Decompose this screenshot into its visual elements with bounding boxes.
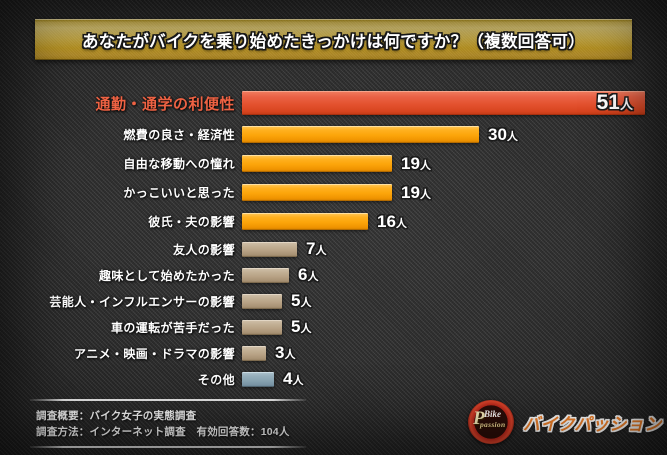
bar-category-label: 通勤・通学の利便性 (95, 95, 235, 113)
bar-value-label: 5人 (291, 291, 312, 310)
bar: 19人 (242, 183, 431, 202)
bar-track: 7人 (242, 239, 667, 258)
bar-category-label: 芸能人・インフルエンサーの影響 (49, 294, 235, 309)
chart-row: その他 4人 (0, 366, 667, 392)
bar-value-label: 4人 (283, 369, 304, 388)
bar-track: 3人 (242, 343, 667, 362)
bar-category-label: 車の運転が苦手だった (110, 320, 235, 335)
bar-category-label: 趣味として始めたかった (98, 268, 235, 283)
survey-bar-chart: 通勤・通学の利便性 51人 燃費の良さ・経済性 30人 自由な移動への憧れ 19人 かっこい… (0, 86, 667, 392)
chart-row: 通勤・通学の利便性 51人 (0, 86, 667, 120)
bar-category-label: 彼氏・夫の影響 (148, 215, 235, 229)
chart-row: 趣味として始めたかった 6人 (0, 262, 667, 288)
bar: 51人 (242, 91, 645, 115)
footer-notes: 調査概要：バイク女子の実態調査 調査方法：インターネット調査 有効回答数：104… (30, 399, 306, 448)
footer-divider-top (30, 399, 306, 401)
bar: 6人 (242, 265, 318, 284)
bike-passion-badge-icon: P Bike passion (468, 400, 514, 444)
bar: 3人 (242, 343, 295, 362)
bar-value-label: 30人 (488, 124, 518, 144)
chart-row: かっこいいと思った 19人 (0, 178, 667, 207)
bar: 7人 (242, 239, 326, 258)
bar-value-label: 6人 (298, 265, 319, 284)
bar-category-label: 燃費の良さ・経済性 (123, 128, 235, 142)
bar-track: 4人 (242, 369, 667, 388)
badge-text-bike: Bike (484, 409, 501, 419)
bar-track: 19人 (242, 183, 667, 202)
chart-row: アニメ・映画・ドラマの影響 3人 (0, 340, 667, 366)
bar-value-label: 5人 (291, 317, 312, 336)
bar-track: 30人 (242, 125, 667, 144)
bar-value-label: 3人 (275, 343, 296, 362)
chart-row: 彼氏・夫の影響 16人 (0, 207, 667, 236)
bar-track: 51人 (242, 91, 667, 115)
bar: 4人 (242, 369, 303, 388)
brand-logo[interactable]: P Bike passion バイクパッション (468, 400, 662, 444)
bar-category-label: アニメ・映画・ドラマの影響 (74, 346, 235, 361)
bar-track: 16人 (242, 212, 667, 231)
chart-row: 自由な移動への憧れ 19人 (0, 149, 667, 178)
chart-row: 燃費の良さ・経済性 30人 (0, 120, 667, 149)
brand-name-label: バイクパッション (523, 414, 662, 434)
bar-track: 5人 (242, 291, 667, 310)
bar-value-label: 19人 (401, 153, 431, 173)
bar-track: 5人 (242, 317, 667, 336)
survey-overview-line: 調査概要：バイク女子の実態調査 (36, 410, 197, 422)
bar: 19人 (242, 154, 431, 173)
bar-value-label: 16人 (377, 211, 407, 231)
survey-method-line: 調査方法：インターネット調査 有効回答数：104人 (36, 426, 290, 438)
bar-track: 19人 (242, 154, 667, 173)
bar-category-label: その他 (197, 372, 235, 387)
bar-value-label: 19人 (401, 182, 431, 202)
badge-letter-p: P (473, 408, 485, 429)
bar-category-label: 自由な移動への憧れ (123, 157, 235, 171)
bar-value-label: 7人 (306, 239, 327, 258)
bar-category-label: 友人の影響 (172, 242, 235, 257)
page-title: あなたがバイクを乗り始めたきっかけは何ですか？（複数回答可） (81, 32, 585, 51)
chart-row: 友人の影響 7人 (0, 236, 667, 262)
bar-category-label: かっこいいと思った (123, 186, 235, 200)
bar: 16人 (242, 212, 407, 231)
footer-divider-bottom (30, 446, 306, 448)
badge-text-passion: passion (480, 420, 506, 429)
bar: 5人 (242, 317, 311, 336)
bar-value-label: 51人 (596, 91, 633, 114)
bar: 30人 (242, 125, 518, 144)
chart-row: 芸能人・インフルエンサーの影響 5人 (0, 288, 667, 314)
chart-row: 車の運転が苦手だった 5人 (0, 314, 667, 340)
title-banner: あなたがバイクを乗り始めたきっかけは何ですか？（複数回答可） (35, 19, 632, 60)
bar-track: 6人 (242, 265, 667, 284)
bar: 5人 (242, 291, 311, 310)
